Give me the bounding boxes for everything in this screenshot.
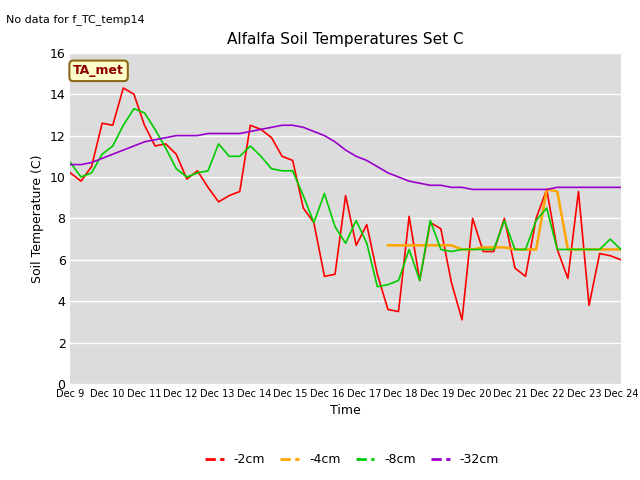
Text: No data for f_TC_temp14: No data for f_TC_temp14 <box>6 14 145 25</box>
Text: TA_met: TA_met <box>73 64 124 77</box>
Title: Alfalfa Soil Temperatures Set C: Alfalfa Soil Temperatures Set C <box>227 33 464 48</box>
X-axis label: Time: Time <box>330 405 361 418</box>
Legend: -2cm, -4cm, -8cm, -32cm: -2cm, -4cm, -8cm, -32cm <box>200 448 504 471</box>
Y-axis label: Soil Temperature (C): Soil Temperature (C) <box>31 154 44 283</box>
